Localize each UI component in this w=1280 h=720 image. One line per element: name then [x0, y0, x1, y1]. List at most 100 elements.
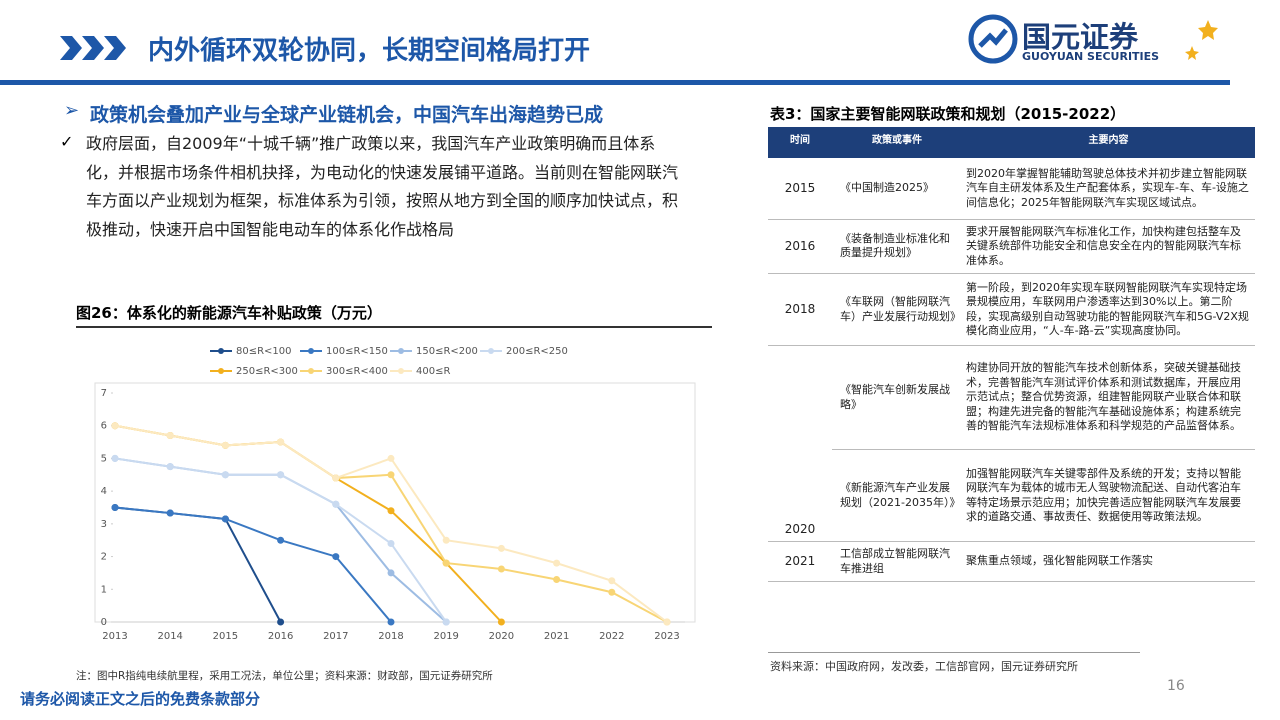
chart: 0 1 2 3 4 5 6 7 2013 2014 2015 2016 2017 2018 2019 2020…	[94, 346, 696, 642]
legend-label: 80≤R<100	[236, 346, 292, 357]
column-header: 时间	[768, 127, 832, 158]
y-tick-label: 4	[101, 486, 107, 497]
data-point	[553, 575, 561, 583]
paragraph: 政府层面，自2009年“十城千辆”推广政策以来，我国汽车产业政策明确而且体系化，…	[86, 134, 679, 239]
header-row: 时间 政策或事件 主要内容	[768, 127, 1255, 158]
data-point	[387, 507, 395, 515]
content-cell: 到2020年掌握智能辅助驾驶总体技术并初步建立智能网联汽车自主研发体系及生产配套…	[962, 157, 1255, 220]
data-point	[277, 618, 285, 626]
table-title: 表3：国家主要智能网联政策和规划（2015-2022）	[770, 105, 1126, 123]
y-tick-label: 0	[101, 617, 107, 628]
x-tick-label: 2014	[157, 631, 182, 642]
chart-title: 图26：体系化的新能源汽车补贴政策（万元）	[76, 302, 712, 328]
data-point	[387, 539, 395, 547]
x-tick-label: 2013	[102, 631, 127, 642]
y-tick-label: 5	[101, 453, 107, 464]
data-point	[442, 559, 450, 567]
policy-cell: 《车联网（智能网联汽车）产业发展行动规划》	[832, 273, 962, 346]
year-cell: 2018	[768, 273, 832, 346]
policy-cell: 工信部成立智能网联汽车推进组	[832, 541, 962, 582]
data-point	[387, 569, 395, 577]
policy-cell: 《新能源汽车产业发展规划（2021-2035年）》	[832, 449, 962, 542]
y-tick-label: 1	[101, 584, 107, 595]
data-point	[497, 544, 505, 552]
legend-marker	[398, 368, 404, 374]
data-point	[166, 463, 174, 471]
legend-label: 300≤R<400	[326, 366, 388, 377]
legend-marker	[398, 348, 404, 354]
table-row: 《新能源汽车产业发展规划（2021-2035年）》 加强智能网联汽车关键零部件及系…	[768, 449, 1255, 542]
x-tick-label: 2022	[599, 631, 624, 642]
series-line	[114, 424, 503, 623]
data-point	[608, 588, 616, 596]
data-point	[111, 422, 119, 430]
year-cell: 2015	[768, 157, 832, 220]
source-rule	[768, 652, 1140, 653]
legend-marker	[308, 348, 314, 354]
logo-stars	[1185, 20, 1218, 60]
data-point	[277, 438, 285, 446]
x-tick-label: 2021	[544, 631, 569, 642]
slide-title: 内外循环双轮协同，长期空间格局打开	[148, 36, 591, 66]
y-tick-label: 6	[101, 421, 107, 432]
check-icon: ✓	[60, 132, 74, 151]
table-row: 2015 《中国制造2025》 到2020年掌握智能辅助驾驶总体技术并初步建立智能网…	[768, 157, 1255, 220]
data-point	[277, 536, 285, 544]
plot-frame	[94, 382, 696, 623]
data-point	[608, 577, 616, 585]
data-point	[387, 471, 395, 479]
content-cell: 加强智能网联汽车关键零部件及系统的开发；支持以智能网联汽车为载体的城市无人驾驶物…	[962, 449, 1255, 542]
legend-label: 250≤R<300	[236, 366, 298, 377]
table-source: 资料来源：中国政府网，发改委，工信部官网，国元证券研究所	[770, 660, 1078, 673]
table-row: 2021 工信部成立智能网联汽车推进组 聚焦重点领域，强化智能网联工作落实	[768, 541, 1255, 582]
x-tick-label: 2015	[213, 631, 238, 642]
chart-note: 注：图中R指纯电续航里程，采用工况法，单位公里；资料来源：财政部，国元证券研究所	[76, 670, 493, 682]
x-tick-label: 2018	[378, 631, 403, 642]
legend-marker	[218, 348, 224, 354]
section-heading: 政策机会叠加产业与全球产业链机会，中国汽车出海趋势已成	[90, 104, 604, 126]
logo-icon	[968, 14, 1018, 64]
data-point	[221, 515, 229, 523]
logo-name: 国元证券	[1022, 20, 1139, 54]
policy-cell: 《装备制造业标准化和质量提升规划》	[832, 219, 962, 274]
data-point	[332, 474, 340, 482]
year-cell: 2020	[768, 345, 832, 542]
legend-label: 150≤R<200	[416, 346, 478, 357]
legend-marker	[488, 348, 494, 354]
series-line	[114, 506, 392, 623]
data-point	[221, 471, 229, 479]
logo-en: GUOYUAN SECURITIES	[1022, 50, 1160, 63]
disclaimer: 请务必阅读正文之后的免费条款部分	[20, 690, 261, 708]
year-cell: 2016	[768, 219, 832, 274]
data-point	[166, 509, 174, 517]
arrows-icon	[60, 36, 126, 60]
y-tick-label: 3	[101, 519, 107, 530]
content-cell: 聚焦重点领域，强化智能网联工作落实	[962, 541, 1255, 582]
series-line	[114, 506, 282, 623]
x-tick-label: 2023	[654, 631, 679, 642]
legend-marker	[218, 368, 224, 374]
data-point	[166, 432, 174, 440]
legend-marker	[308, 368, 314, 374]
x-tick-label: 2016	[268, 631, 293, 642]
data-point	[387, 618, 395, 626]
policy-cell: 《智能汽车创新发展战略》	[832, 345, 962, 450]
data-point	[221, 441, 229, 449]
data-point	[332, 553, 340, 561]
policy-cell: 《中国制造2025》	[832, 157, 962, 220]
y-tick-label: 7	[101, 388, 107, 399]
data-point	[332, 500, 340, 508]
legend-label: 100≤R<150	[326, 346, 388, 357]
legend-label: 400≤R	[416, 366, 450, 377]
column-header: 政策或事件	[832, 127, 962, 158]
content-cell: 构建协同开放的智能汽车技术创新体系，突破关键基础技术，完善智能汽车测试评价体系和…	[962, 345, 1255, 450]
data-point	[111, 504, 119, 511]
data-point	[497, 565, 505, 573]
column-header: 主要内容	[962, 127, 1255, 158]
year-cell: 2021	[768, 541, 832, 582]
data-point	[553, 559, 561, 567]
bullet-arrow: ➢	[64, 100, 80, 121]
x-tick-label: 2020	[489, 631, 514, 642]
data-point	[442, 618, 450, 626]
